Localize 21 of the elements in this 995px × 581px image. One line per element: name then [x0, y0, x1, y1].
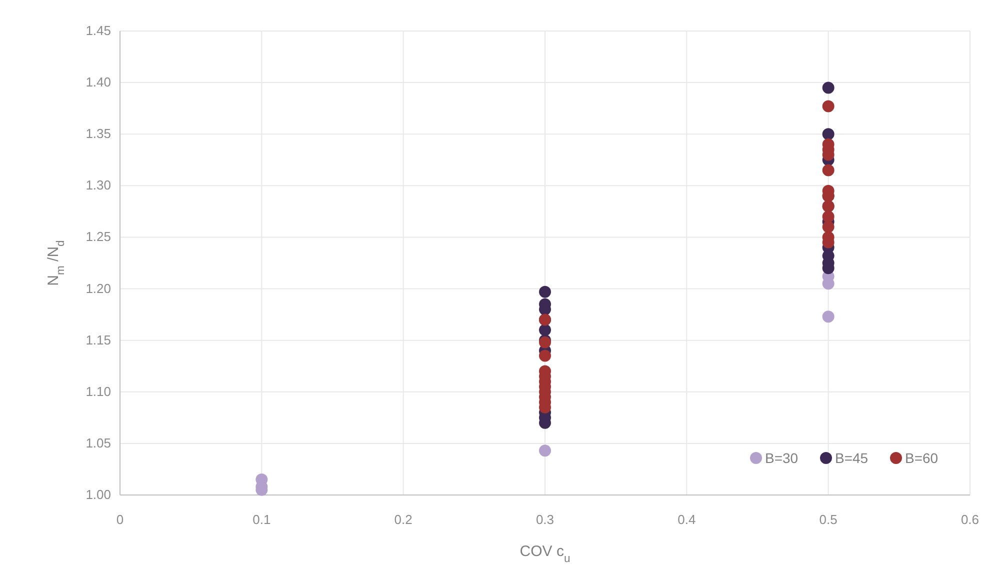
x-axis-title: COV c$_{u}$: [520, 543, 570, 565]
y-tick-label: 1.20: [86, 280, 111, 296]
y-tick-label: 1.15: [86, 332, 111, 348]
y-tick-label: 1.10: [86, 384, 111, 399]
x-tick-label: 0: [116, 512, 124, 527]
y-tick-label: 1.40: [86, 74, 111, 90]
legend-label: B=30: [765, 450, 798, 466]
legend-label: B=45: [835, 450, 868, 466]
legend-label: B=60: [905, 450, 938, 466]
y-tick-label: 1.45: [86, 23, 111, 38]
x-tick-label: 0.5: [819, 512, 838, 527]
y-tick-label: 1.00: [86, 487, 111, 502]
x-tick-label: 0.1: [252, 512, 271, 527]
x-tick-label: 0.6: [960, 512, 980, 527]
x-tick-label: 0.2: [394, 512, 412, 527]
y-tick-label: 1.35: [86, 126, 111, 142]
y-tick-label: 1.30: [86, 178, 111, 193]
y-tick-label: 1.05: [86, 435, 111, 450]
x-tick-label: 0.3: [536, 512, 554, 527]
x-tick-label: 0.4: [678, 512, 696, 527]
y-tick-label: 1.25: [86, 229, 111, 244]
